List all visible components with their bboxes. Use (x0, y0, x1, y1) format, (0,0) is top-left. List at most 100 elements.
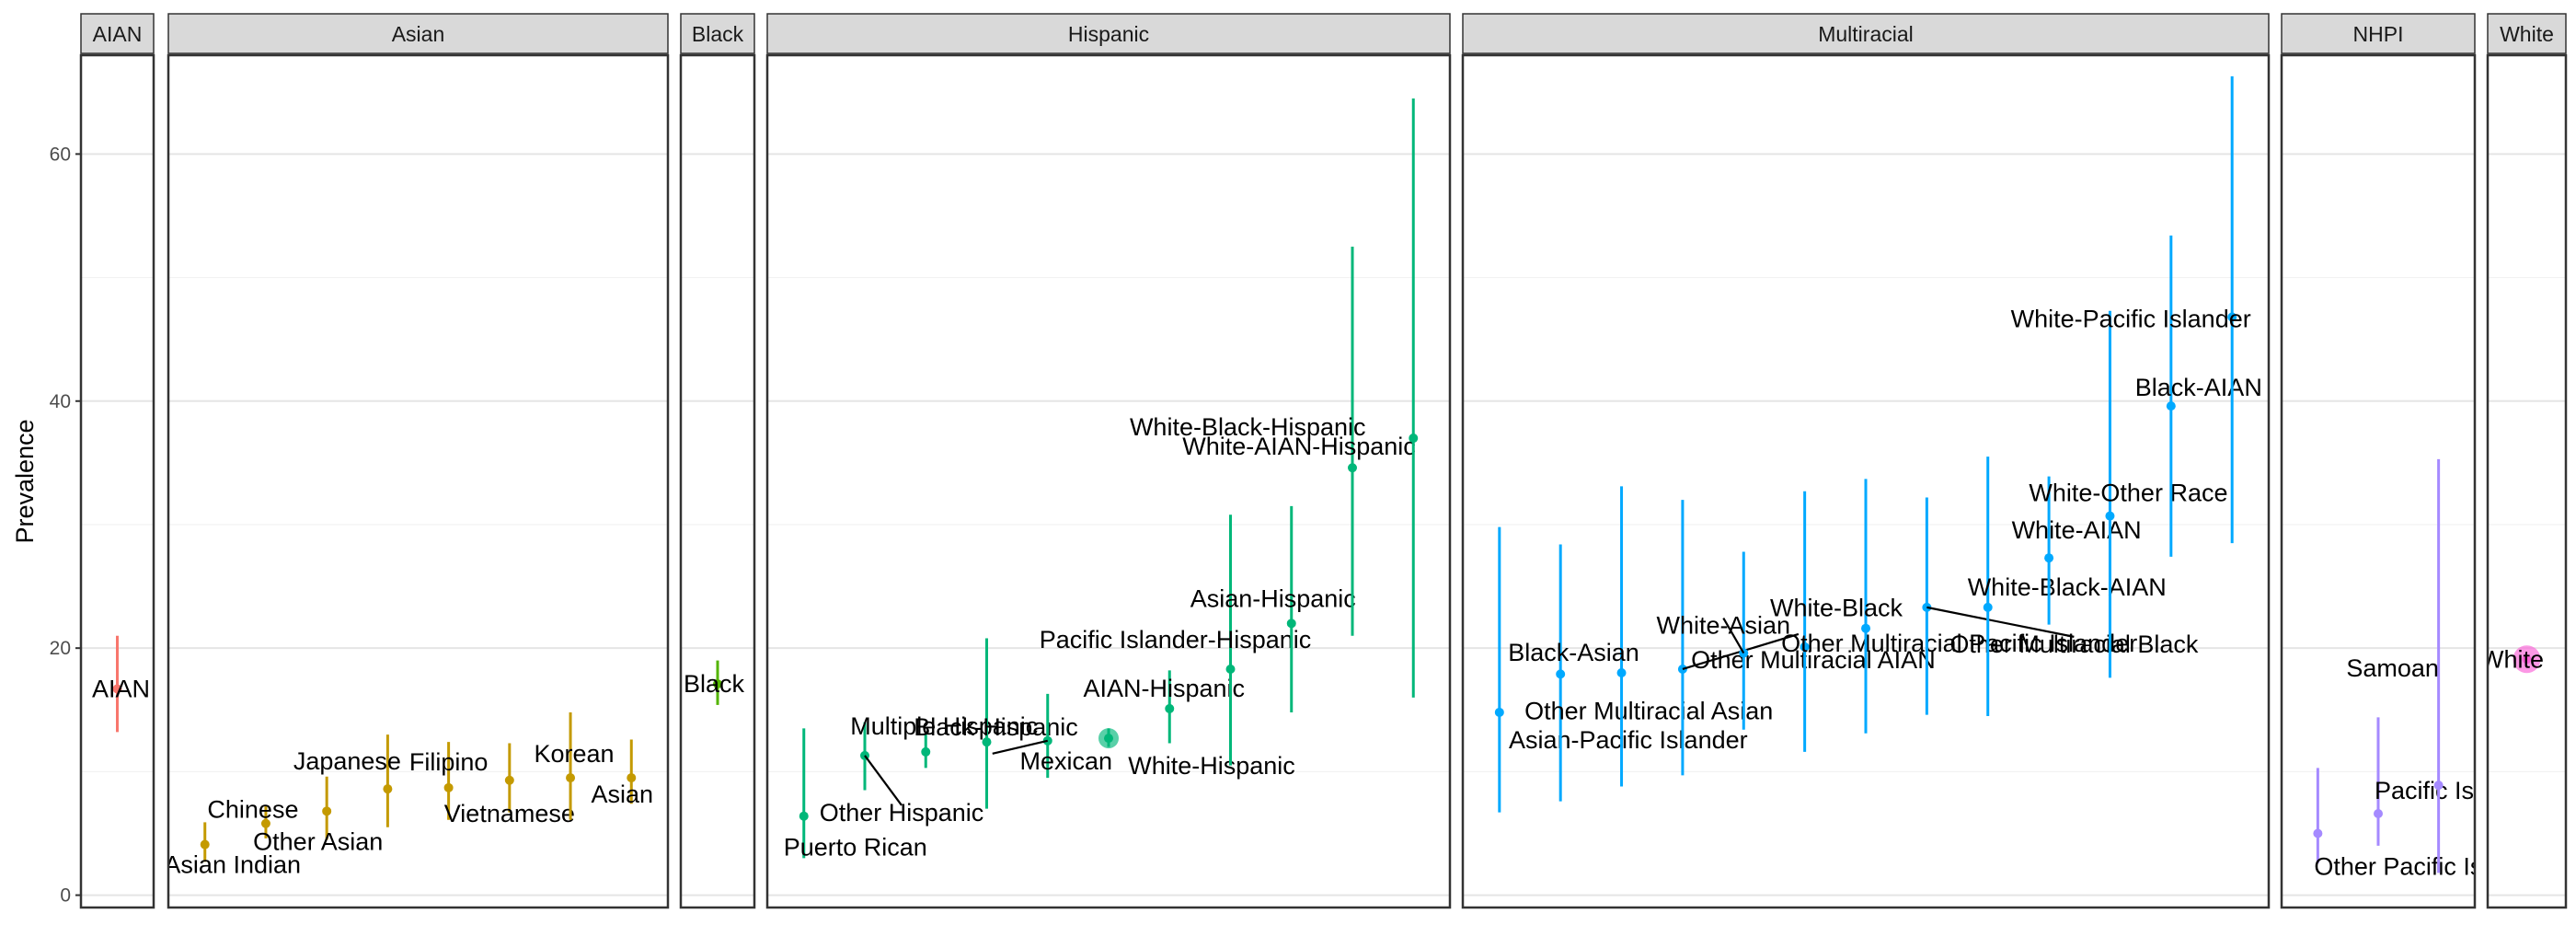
point-label: Samoan (2346, 654, 2439, 682)
point-label: Japanese (293, 747, 401, 775)
data-point (1494, 707, 1504, 717)
point-label: White-Black-AIAN (1968, 573, 2167, 601)
data-point (1225, 664, 1236, 674)
facet-strip-label: NHPI (2353, 22, 2404, 46)
y-tick-label: 40 (50, 391, 71, 412)
point-label: Other Pacific Islander (2314, 852, 2551, 880)
facet-panel-white: White White (2480, 13, 2568, 909)
point-label: Other Hispanic (820, 799, 984, 827)
data-point (504, 775, 514, 785)
data-point (799, 811, 809, 821)
data-point (443, 782, 454, 792)
data-point (200, 839, 210, 850)
facet-panel-hispanic: Hispanic Puerto Rican Other Hispanic Multip… (765, 13, 1452, 909)
label-leader-line (1926, 606, 2075, 638)
data-point (1861, 623, 1870, 633)
point-label: Black-AIAN (2135, 374, 2262, 401)
point-label: White-Black (1770, 595, 1903, 622)
point-label: Black-Asian (1508, 639, 1639, 666)
panel-background (81, 55, 154, 908)
data-point (921, 746, 931, 757)
facet-strip (2487, 13, 2567, 54)
y-tick-label: 60 (50, 144, 71, 165)
data-point (1348, 463, 1357, 473)
data-point (260, 818, 270, 828)
point-label: Puerto Rican (784, 834, 927, 861)
label-leader-line (992, 739, 1048, 755)
label-leader-line (864, 755, 903, 806)
data-point (2433, 780, 2444, 791)
panel-border (2486, 53, 2568, 909)
point-label: Other Multiracial Asian (1524, 697, 1773, 724)
point-label: White-Pacific Islander (2011, 306, 2251, 333)
facet-strip-label: AIAN (93, 22, 143, 46)
panel-border (1461, 53, 2271, 909)
point-label: Asian-Hispanic (1190, 584, 1356, 612)
facet-strip (167, 13, 669, 54)
data-point (2374, 809, 2383, 819)
point-label: Filipino (409, 748, 489, 776)
facet-strip-label: White (2500, 22, 2554, 46)
point-label: Vietnamese (444, 800, 575, 827)
point-label: White (2480, 645, 2544, 673)
data-point (1616, 668, 1627, 678)
point-label: White-AIAN (2012, 516, 2142, 544)
facet-panel-nhpi: NHPI Other Pacific Islander Pacific Island… (2280, 13, 2551, 909)
point-label: Pacific Islander-Hispanic (1040, 626, 1312, 653)
point-label: Other Multiracial Black (1949, 630, 2199, 658)
panel-border (2280, 53, 2477, 909)
y-axis: 0 20 40 60 Prevalence (11, 144, 81, 907)
point-label: White-Hispanic (1128, 752, 1295, 780)
point-label: Other Multiracial AIAN (1691, 646, 1936, 674)
facet-panel-asian: Asian Asian Indian Chinese Other Asian Japan… (164, 13, 670, 909)
facet-strip (766, 13, 1451, 54)
data-point (383, 784, 393, 794)
label-leader-line (1722, 617, 1745, 654)
data-point (2105, 511, 2115, 521)
data-point (2044, 553, 2054, 563)
panel-background (681, 55, 754, 908)
facet-strip (2281, 13, 2476, 54)
data-point (2522, 654, 2532, 665)
point-label: Asian (591, 780, 653, 808)
data-point (1104, 734, 1113, 744)
facet-strip-label: Multiracial (1818, 22, 1914, 46)
data-point (1409, 434, 1419, 444)
point-label: Pacific Islander (2375, 777, 2543, 804)
point-label: Black (684, 670, 745, 698)
point-label: AIAN-Hispanic (1083, 675, 1245, 702)
point-label: Other Multiracial Pacific Islander (1781, 630, 2137, 657)
facet-panels: AIAN AIAN Asian Asian Indian Chinese Other As… (79, 13, 2568, 909)
data-point (2227, 312, 2237, 322)
point-label: Black-Hispanic (914, 713, 1078, 741)
data-point (112, 684, 122, 694)
data-point (982, 737, 992, 747)
data-point (713, 679, 722, 689)
data-point (2313, 828, 2323, 838)
panel-background (2488, 55, 2566, 908)
point-label: White-AIAN-Hispanic (1182, 433, 1416, 460)
point-label: White-Asian (1656, 612, 1790, 640)
panel-background (168, 55, 668, 908)
facet-panel-aian: AIAN AIAN (79, 13, 155, 909)
point-label: Other Asian (253, 827, 383, 855)
data-point (566, 773, 576, 783)
panel-border (167, 53, 670, 909)
facet-strip (80, 13, 155, 54)
point-label: White-Other Race (2029, 480, 2227, 507)
data-point (1556, 669, 1566, 679)
point-label: Korean (535, 740, 615, 768)
facet-strip-label: Hispanic (1068, 22, 1149, 46)
data-point (1286, 619, 1296, 629)
data-point (627, 773, 637, 783)
panel-border (765, 53, 1452, 909)
data-point (2166, 401, 2176, 411)
point-label: Mexican (1019, 747, 1112, 775)
panel-background (767, 55, 1450, 908)
point-label: Asian Indian (164, 851, 301, 879)
facet-strip-label: Asian (392, 22, 445, 46)
point-label: Multiple Hispanic (850, 712, 1038, 740)
point-label: White-Black-Hispanic (1130, 413, 1366, 441)
